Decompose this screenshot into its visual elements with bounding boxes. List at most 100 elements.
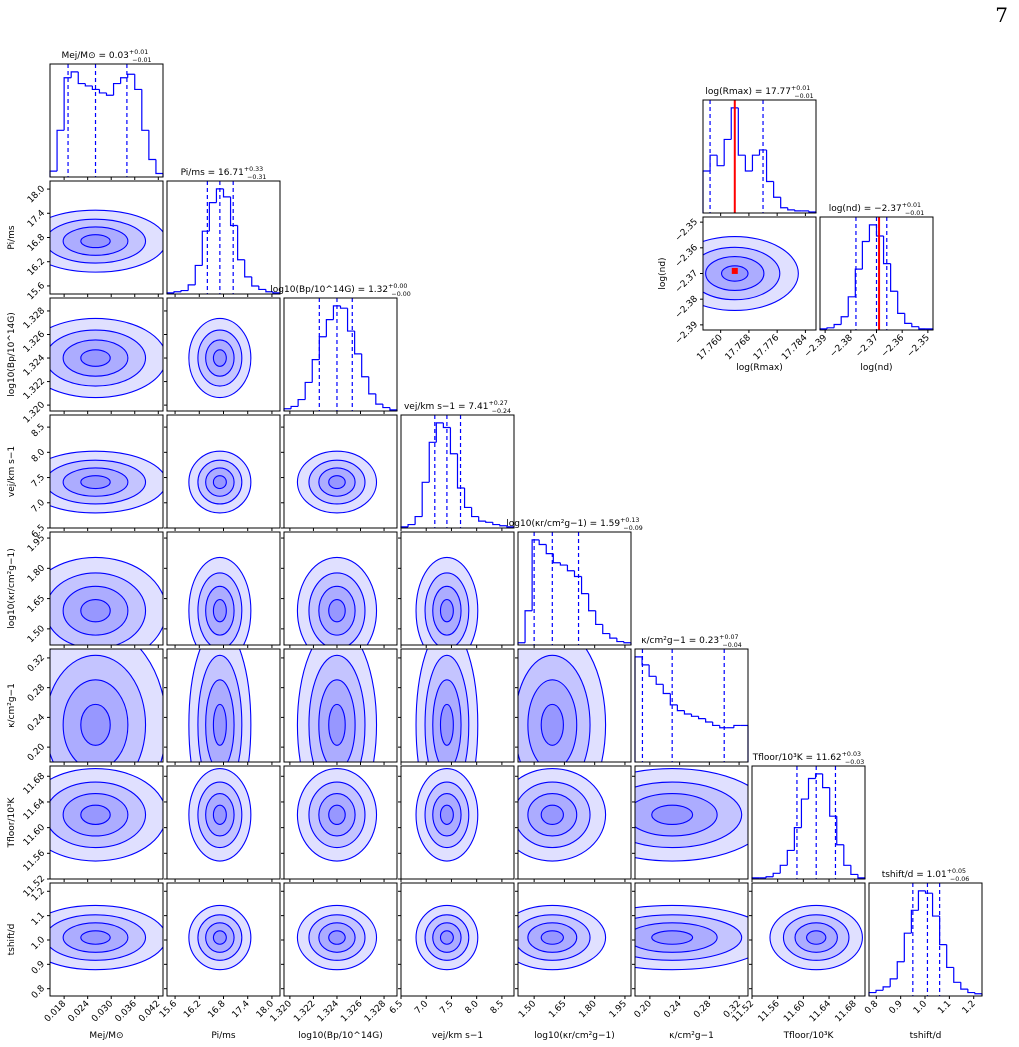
y-tick-label: 15.6 (26, 281, 47, 302)
histogram-step (449, 427, 458, 455)
histogram-step (697, 716, 706, 720)
contours (50, 450, 163, 514)
histogram-step (325, 319, 334, 337)
histogram-step (580, 576, 589, 595)
x-axis-label: log10(Bp/10^14G) (298, 1031, 383, 1041)
histogram-step (705, 718, 713, 723)
density-contour (212, 930, 227, 945)
histogram-step (148, 130, 156, 161)
y-tick-label: 1.326 (22, 329, 47, 354)
histogram-step (180, 289, 189, 292)
x-tick-label: 1.50 (517, 999, 538, 1020)
title-minus: −0.03 (845, 759, 864, 766)
histogram-step (215, 188, 224, 203)
histogram-step (794, 209, 802, 212)
histogram-step (407, 523, 416, 527)
histogram-step (56, 129, 65, 172)
title-main: tshift/d = 1.01 (882, 870, 947, 880)
density-contour (212, 475, 227, 490)
panel-frame (49, 414, 164, 529)
histogram-step (311, 358, 320, 383)
contours (188, 904, 252, 971)
density-contour (197, 781, 243, 849)
density-contour (50, 654, 147, 762)
density-contour (62, 467, 129, 497)
panel (281, 414, 398, 531)
y-tick-label: 1.324 (22, 353, 47, 378)
histogram-step (751, 154, 760, 171)
histogram-step (786, 849, 795, 866)
panel: Pi/ms = 16.71+0.33 −0.31 (166, 166, 281, 297)
contours (50, 209, 163, 273)
histogram-step (375, 393, 383, 405)
density-contour (328, 804, 346, 825)
histogram-step (414, 515, 423, 525)
histogram-step (765, 149, 774, 183)
panel-frame (49, 531, 164, 646)
density-contour (80, 234, 111, 249)
density-contour (62, 679, 129, 762)
histogram-step (833, 323, 842, 328)
histogram-step (442, 422, 451, 429)
title-minus: −0.24 (492, 408, 511, 415)
x-axis-label: log(nd) (860, 363, 892, 373)
panel: 1.3201.3221.3241.3261.328log10(Bp/10^14G… (269, 882, 398, 1041)
histogram-step (354, 331, 362, 355)
panel (515, 765, 632, 882)
density-contour (50, 649, 163, 762)
histogram-step (744, 155, 753, 172)
density-contour (432, 679, 462, 762)
density-contour (651, 804, 694, 825)
density-contour (80, 475, 111, 490)
histogram-step (918, 326, 926, 330)
density-contour (635, 781, 743, 849)
y-tick-label: 16.8 (26, 232, 47, 253)
panel-frame (283, 648, 398, 763)
density-contour (50, 317, 163, 399)
panel: 15.6 16.2 16.8 17.4 18.0 Pi/ms (7, 180, 164, 302)
x-tick-label: 0.9 (888, 999, 905, 1016)
histogram-step (208, 202, 217, 232)
x-tick-label: 16.2 (182, 999, 203, 1020)
panel (515, 648, 632, 765)
density-contour (62, 793, 129, 837)
density-contour (318, 585, 356, 636)
panel-frame (517, 765, 632, 880)
histogram-step (463, 488, 472, 509)
panel-frame (751, 765, 866, 880)
density-contour (308, 459, 366, 505)
y-axis-label: κ/cm²g−1 (7, 683, 17, 728)
y-tick-label: 1.65 (26, 594, 47, 615)
y-tick-label: 0.20 (26, 742, 47, 763)
y-tick-label: −2.38 (674, 294, 701, 321)
density-contour (205, 339, 235, 377)
histogram-step (648, 664, 657, 677)
panel-title: Pi/ms = 16.71+0.33 −0.31 (181, 166, 267, 181)
density-contour (328, 930, 346, 945)
histogram-step (780, 197, 788, 209)
y-tick-label: 18.0 (26, 184, 47, 205)
contours (296, 904, 378, 971)
histogram-step (669, 693, 678, 706)
histogram-step (194, 264, 203, 285)
density-contour (432, 793, 462, 837)
y-tick-label: 11.68 (22, 771, 47, 796)
histogram-step (382, 404, 390, 409)
histogram-step (733, 724, 741, 728)
x-tick-label: 11.56 (757, 999, 782, 1024)
histogram-step (904, 313, 912, 324)
histogram-step (882, 235, 891, 265)
title-plus: +0.33 (244, 166, 263, 173)
contours (769, 904, 863, 971)
y-tick-label: 1.50 (26, 624, 47, 645)
panel-title: log10(κr/cm²g−1) = 1.59+0.13 −0.09 (506, 517, 642, 532)
histogram-step (847, 296, 856, 317)
histogram-step (854, 268, 863, 297)
y-axis-label: log(nd) (658, 257, 668, 289)
title-main: log10(Bp/10^14G) = 1.32 (270, 285, 388, 295)
contours (188, 768, 252, 862)
x-axis-label: Tfloor/10³K (783, 1031, 835, 1041)
contours (518, 649, 607, 762)
histogram-step (63, 77, 72, 131)
